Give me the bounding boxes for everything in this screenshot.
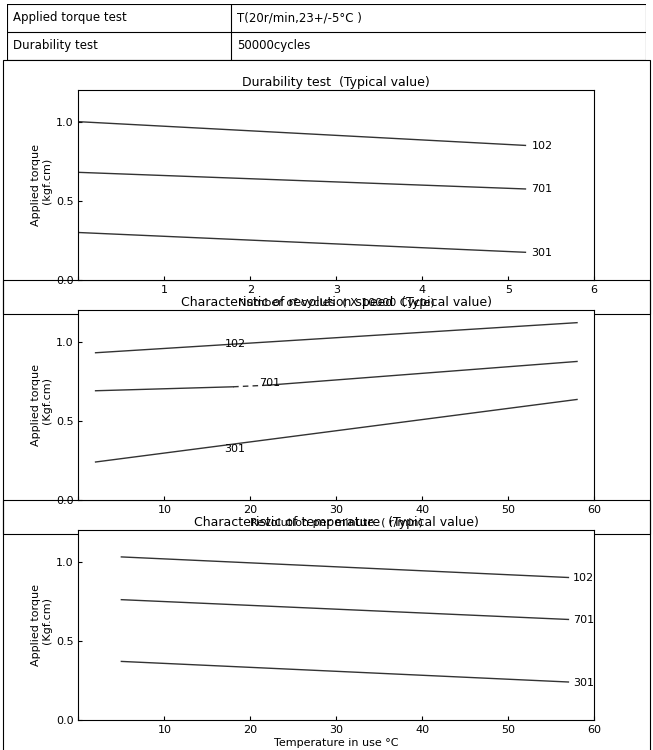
Y-axis label: Applied torque
  (kgf.cm): Applied torque (kgf.cm) — [31, 144, 53, 226]
Text: 102: 102 — [573, 573, 594, 584]
Text: 701: 701 — [532, 184, 552, 194]
Title: Durability test  (Typical value): Durability test (Typical value) — [242, 76, 430, 88]
Text: Durability test: Durability test — [13, 40, 98, 53]
Text: 50000cycles: 50000cycles — [237, 40, 310, 53]
X-axis label: Temperature in use °C: Temperature in use °C — [274, 738, 398, 748]
Text: 701: 701 — [573, 615, 594, 626]
Text: 701: 701 — [259, 378, 280, 388]
Y-axis label: Applied torque
  (Kgf.cm): Applied torque (Kgf.cm) — [31, 364, 53, 446]
Text: 102: 102 — [225, 339, 246, 349]
Text: 301: 301 — [532, 248, 552, 258]
X-axis label: Number of cycles  ( X 10000 Cycle): Number of cycles ( X 10000 Cycle) — [238, 298, 435, 307]
Text: 301: 301 — [573, 678, 594, 688]
Y-axis label: Applied torque
  (Kgf.cm): Applied torque (Kgf.cm) — [31, 584, 53, 666]
Title: Characteristic of temperature  (Typical value): Characteristic of temperature (Typical v… — [194, 516, 479, 529]
Text: T(20r/min,23+/-5°C ): T(20r/min,23+/-5°C ) — [237, 11, 362, 24]
Text: 301: 301 — [225, 444, 246, 454]
Title: Characteristic of revolution speed  (Typical value): Characteristic of revolution speed (Typi… — [181, 296, 492, 309]
Text: Applied torque test: Applied torque test — [13, 11, 127, 24]
Text: 102: 102 — [532, 141, 552, 152]
X-axis label: Revolution per minute  ( r/min): Revolution per minute ( r/min) — [250, 518, 422, 528]
